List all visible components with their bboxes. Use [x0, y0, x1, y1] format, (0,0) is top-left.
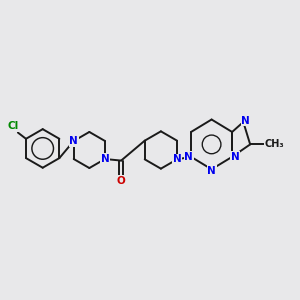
- Text: CH₃: CH₃: [265, 140, 284, 149]
- Text: Cl: Cl: [7, 122, 19, 131]
- Text: N: N: [231, 152, 240, 162]
- Text: N: N: [207, 166, 216, 176]
- Text: N: N: [242, 116, 250, 126]
- Text: N: N: [184, 152, 193, 162]
- Text: N: N: [69, 136, 78, 146]
- Text: N: N: [173, 154, 182, 164]
- Text: N: N: [100, 154, 109, 164]
- Text: O: O: [117, 176, 125, 186]
